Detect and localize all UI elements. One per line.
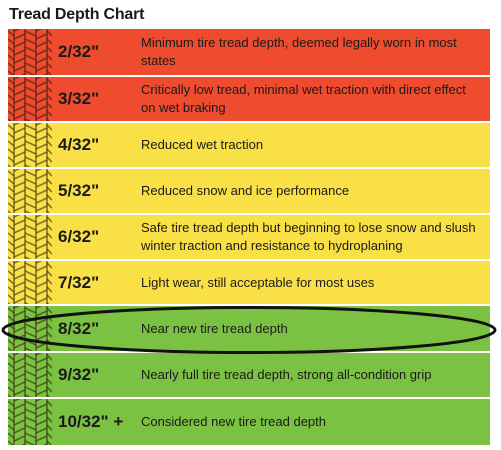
- tread-depth-value: 10/32" +: [58, 412, 124, 431]
- tire-tread-icon: [8, 123, 52, 167]
- tread-row: 4/32" Reduced wet traction: [8, 123, 490, 167]
- tread-depth-description: Minimum tire tread depth, deemed legally…: [141, 35, 457, 68]
- tread-depth-value: 4/32": [58, 135, 100, 154]
- tread-row: 8/32" Near new tire tread depth: [8, 306, 490, 351]
- tread-depth-description: Near new tire tread depth: [141, 320, 288, 336]
- tread-row: 6/32" Safe tire tread depth but beginnin…: [8, 215, 490, 259]
- chart-title: Tread Depth Chart: [9, 6, 145, 23]
- tread-depth-description: Nearly full tire tread depth, strong all…: [141, 367, 432, 382]
- tire-tread-icon: [8, 29, 52, 75]
- tread-depth-description: Considered new tire tread depth: [141, 414, 327, 429]
- tread-depth-chart: 2/32" Minimum tire tread depth, deemed l…: [8, 29, 490, 449]
- tread-depth-description: Reduced snow and ice performance: [141, 183, 350, 198]
- tire-tread-icon: [8, 353, 52, 397]
- tire-tread-icon: [8, 169, 52, 213]
- tread-row: 5/32" Reduced snow and ice performance: [8, 169, 490, 213]
- tread-depth-description: Reduced wet traction: [141, 137, 264, 152]
- tread-depth-description: Light wear, still acceptable for most us…: [141, 274, 375, 290]
- tread-depth-value: 9/32": [58, 365, 100, 384]
- tread-row: 2/32" Minimum tire tread depth, deemed l…: [8, 29, 490, 75]
- tread-depth-value: 5/32": [58, 181, 100, 200]
- tread-row: 9/32" Nearly full tire tread depth, stro…: [8, 353, 490, 397]
- tire-tread-icon: [8, 215, 52, 259]
- tire-tread-icon: [8, 77, 52, 121]
- tread-depth-value: 6/32": [58, 227, 100, 246]
- tire-tread-icon: [8, 399, 52, 445]
- tread-depth-value: 2/32": [58, 42, 100, 61]
- tire-tread-icon: [8, 306, 52, 351]
- tread-row: 7/32" Light wear, still acceptable for m…: [8, 261, 490, 304]
- tire-tread-icon: [8, 261, 52, 304]
- tread-row: 10/32" + Considered new tire tread depth: [8, 399, 490, 445]
- tread-depth-value: 8/32": [58, 318, 100, 338]
- tread-depth-description: Critically low tread, minimal wet tracti…: [141, 82, 466, 115]
- tread-depth-value: 3/32": [58, 89, 100, 108]
- tread-depth-value: 7/32": [58, 272, 100, 292]
- tread-depth-description: Safe tire tread depth but beginning to l…: [141, 220, 476, 253]
- tread-row: 3/32" Critically low tread, minimal wet …: [8, 77, 490, 121]
